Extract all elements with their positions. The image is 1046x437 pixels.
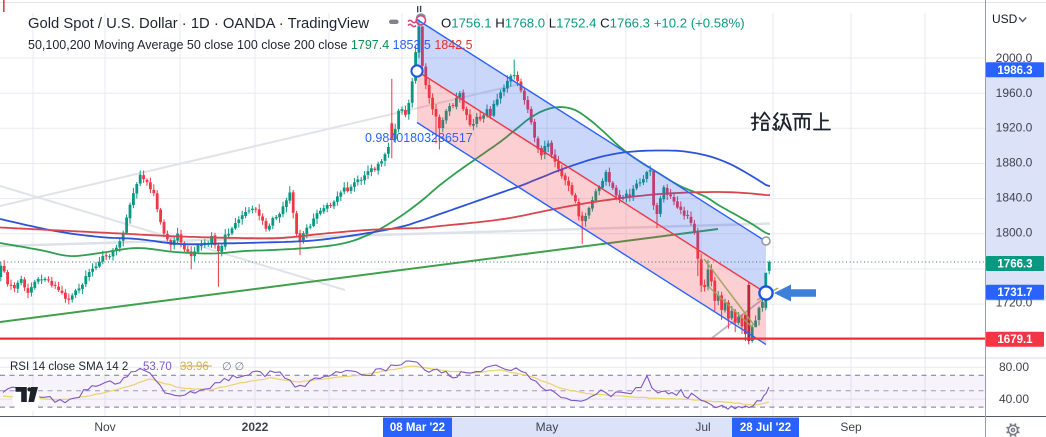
svg-text:O1756.1 H1768.0 L1752.4 C1766.: O1756.1 H1768.0 L1752.4 C1766.3 +10.2 (+… <box>441 16 745 31</box>
svg-text:Nov: Nov <box>94 420 115 434</box>
svg-text:1679.1: 1679.1 <box>997 334 1033 346</box>
svg-text:USD: USD <box>992 12 1018 26</box>
svg-text:2022: 2022 <box>242 420 269 434</box>
svg-text:40.00: 40.00 <box>999 392 1029 406</box>
svg-text:1840.0: 1840.0 <box>996 191 1033 205</box>
svg-text:Jul: Jul <box>695 420 710 434</box>
svg-text:80.00: 80.00 <box>999 360 1029 374</box>
svg-text:1766.3: 1766.3 <box>997 259 1032 271</box>
svg-text:1731.7: 1731.7 <box>997 287 1032 299</box>
svg-text:50,100,200 Moving Average 50 c: 50,100,200 Moving Average 50 close 100 c… <box>28 38 473 52</box>
svg-text:53.70: 53.70 <box>143 361 172 373</box>
svg-text:0.98401803286517: 0.98401803286517 <box>365 131 473 145</box>
svg-text:∅ ∅: ∅ ∅ <box>222 361 244 373</box>
svg-text:May: May <box>536 420 559 434</box>
svg-text:1800.0: 1800.0 <box>996 226 1033 240</box>
svg-text:RSI 14 close SMA 14 2: RSI 14 close SMA 14 2 <box>10 361 128 373</box>
svg-text:1960.0: 1960.0 <box>996 86 1033 100</box>
svg-text:2000.0: 2000.0 <box>996 51 1033 65</box>
svg-text:Gold Spot / U.S. Dollar · 1D ·: Gold Spot / U.S. Dollar · 1D · OANDA · T… <box>28 16 369 32</box>
svg-text:1920.0: 1920.0 <box>996 121 1033 135</box>
svg-text:1986.3: 1986.3 <box>997 65 1032 77</box>
svg-text:33.96: 33.96 <box>180 361 209 373</box>
svg-text:08 Mar '22: 08 Mar '22 <box>390 422 445 434</box>
svg-text:1880.0: 1880.0 <box>996 156 1033 170</box>
svg-text:Sep: Sep <box>840 420 862 434</box>
svg-text:28 Jul '22: 28 Jul '22 <box>740 422 791 434</box>
